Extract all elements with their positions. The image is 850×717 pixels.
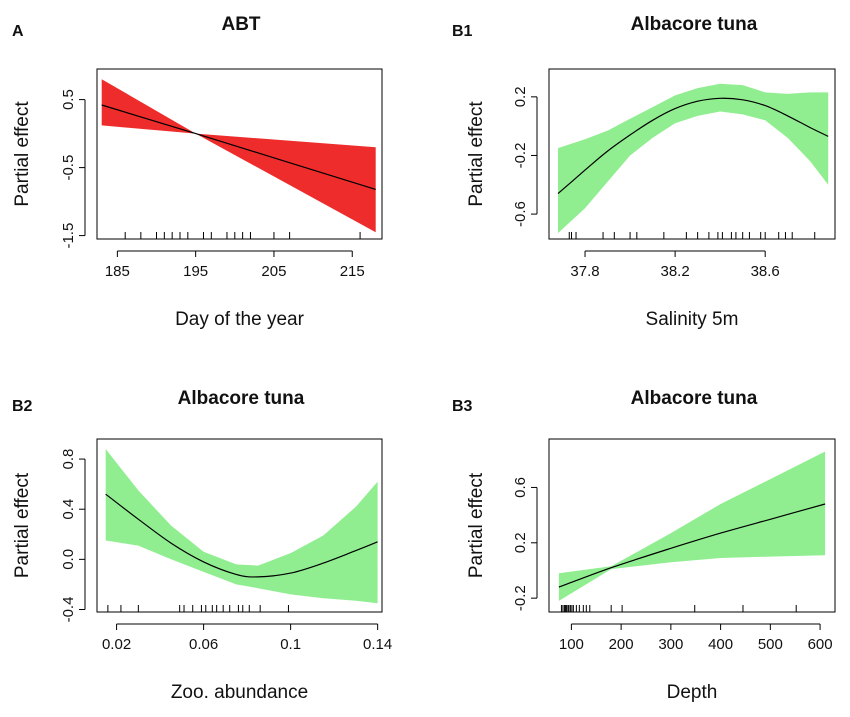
x-tick-label: 215: [340, 263, 365, 280]
y-tick-label: 0.8: [60, 449, 77, 470]
confidence-band: [105, 449, 378, 604]
x-tick-label: 0.14: [363, 636, 392, 653]
y-tick-label: 0.4: [60, 499, 77, 520]
x-tick-label: 38.2: [661, 263, 690, 280]
y-tick-label: 0.0: [60, 549, 77, 570]
y-axis-title: Partial effect: [466, 472, 487, 578]
x-tick-label: 0.02: [102, 636, 131, 653]
panel-b3: B3 Albacore tuna 100 200 300 400 500 600 0.6 0.2 -…: [452, 388, 836, 703]
x-tick-label: 600: [808, 636, 833, 653]
panel-b2: B2 Albacore tuna 0.02 0.06 0.1 0.14 0.8 0.4 0.0 -…: [12, 388, 392, 703]
x-axis-title: Salinity 5m: [646, 309, 739, 330]
y-tick-label: 0.2: [512, 86, 529, 107]
y-tick-label: 0.6: [512, 477, 529, 498]
x-tick-label: 500: [758, 636, 783, 653]
chart-title: Albacore tuna: [631, 14, 758, 35]
fit-line: [101, 104, 376, 190]
panel-label: B1: [452, 23, 473, 40]
panel-b1: B1 Albacore tuna 37.8 38.2 38.6 0.2 -0.2 -0.6 Sa…: [452, 14, 836, 330]
x-axis-title: Depth: [667, 682, 718, 703]
chart-title: ABT: [221, 14, 260, 35]
y-tick-label: -0.2: [512, 585, 529, 611]
x-tick-label: 195: [183, 263, 208, 280]
confidence-band: [558, 451, 826, 601]
plot-frame: [548, 438, 836, 613]
y-tick-label: -1.5: [60, 223, 77, 249]
y-tick-label: 0.5: [60, 89, 77, 110]
chart-title: Albacore tuna: [631, 388, 758, 409]
panel-a: A ABT 185 195 205 215 0.5 -0.5 -1.5 Day of the ye…: [12, 14, 383, 330]
x-tick-label: 205: [261, 263, 286, 280]
plot-frame: [96, 438, 383, 613]
x-axis-title: Zoo. abundance: [171, 682, 308, 703]
fit-line: [105, 493, 378, 578]
y-tick-label: -0.4: [60, 597, 77, 623]
confidence-band: [101, 79, 376, 233]
plot-frame: [96, 68, 383, 240]
x-tick-label: 38.6: [751, 263, 780, 280]
chart-title: Albacore tuna: [178, 388, 305, 409]
x-tick-label: 0.06: [189, 636, 218, 653]
fit-line: [557, 97, 829, 195]
x-tick-label: 400: [708, 636, 733, 653]
x-tick-label: 100: [559, 636, 584, 653]
y-tick-label: -0.6: [512, 201, 529, 227]
panel-label: B3: [452, 398, 473, 415]
x-tick-label: 200: [609, 636, 634, 653]
y-tick-label: -0.5: [60, 155, 77, 181]
confidence-band: [558, 83, 829, 234]
y-axis-title: Partial effect: [466, 101, 487, 207]
y-axis-title: Partial effect: [12, 472, 33, 578]
y-axis-title: Partial effect: [12, 101, 33, 207]
x-axis-title: Day of the year: [175, 309, 305, 330]
fit-line: [558, 503, 826, 588]
panel-label: B2: [12, 398, 33, 415]
x-tick-label: 0.1: [280, 636, 301, 653]
panel-label: A: [12, 23, 24, 40]
plot-frame: [548, 68, 836, 240]
y-tick-label: 0.2: [512, 532, 529, 553]
x-tick-label: 185: [105, 263, 130, 280]
y-tick-label: -0.2: [512, 143, 529, 169]
x-tick-label: 300: [658, 636, 683, 653]
x-tick-label: 37.8: [570, 263, 599, 280]
